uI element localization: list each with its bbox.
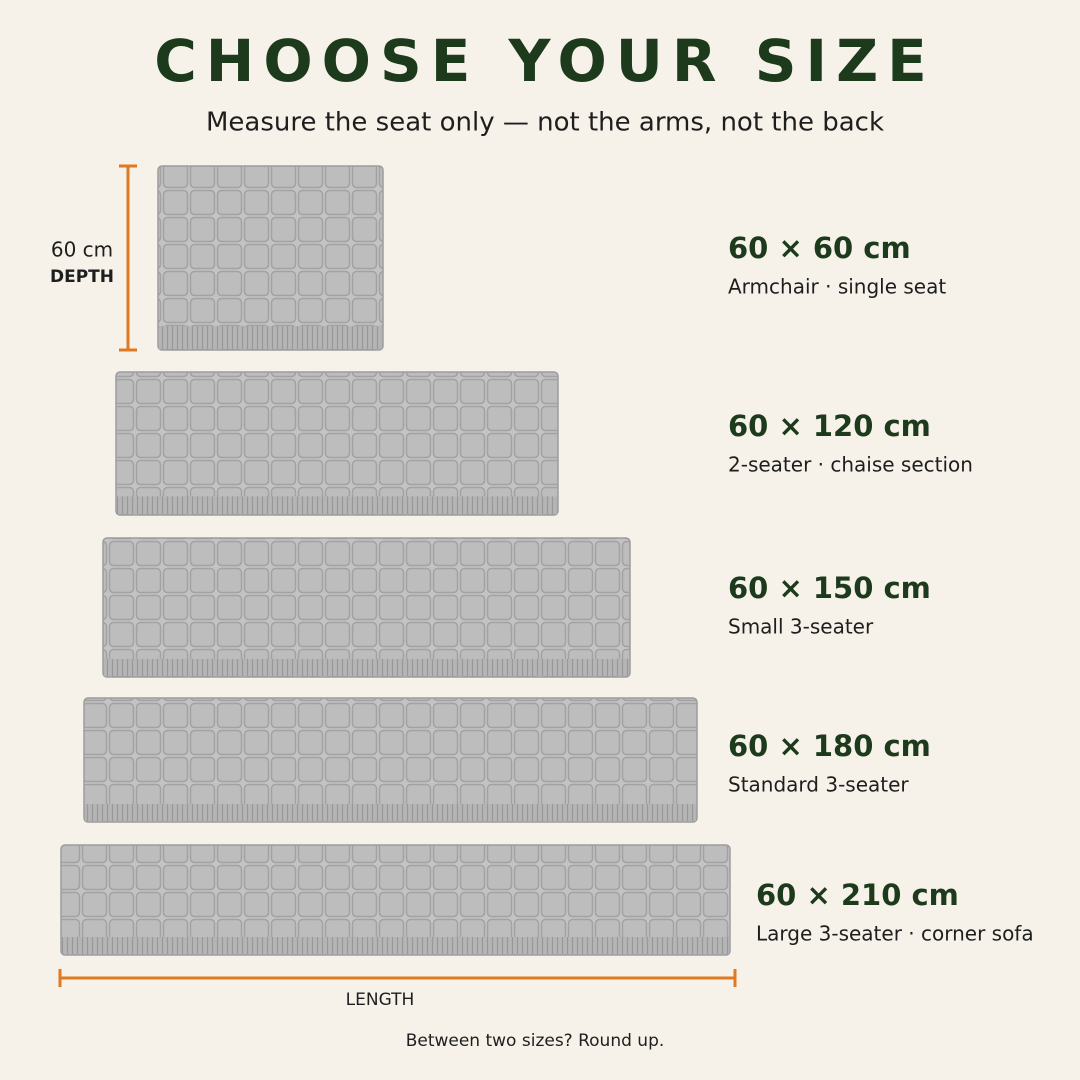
size-dimensions: 60 × 120 cm (728, 409, 931, 443)
cushion-body (60, 844, 731, 956)
size-description: Large 3-seater · corner sofa (756, 922, 1034, 946)
cushion (102, 537, 631, 678)
size-dimensions: 60 × 180 cm (728, 729, 931, 763)
cushion-body (115, 371, 559, 516)
size-dimensions: 60 × 150 cm (728, 571, 931, 605)
cushion (157, 165, 384, 351)
cushion-rib (117, 496, 557, 514)
size-dimensions: 60 × 60 cm (728, 231, 911, 265)
cushion-body (102, 537, 631, 678)
cushion-body (83, 697, 698, 823)
cushion-rib (85, 804, 696, 821)
cushions (60, 165, 731, 956)
size-description: Standard 3-seater (728, 773, 909, 797)
subtitle: Measure the seat only — not the arms, no… (206, 108, 884, 138)
size-description: Small 3-seater (728, 615, 874, 639)
length-label: LENGTH (346, 990, 415, 1010)
length-indicator (58, 969, 737, 987)
size-description: 2-seater · chaise section (728, 453, 973, 477)
cushion-rib (159, 326, 382, 349)
cushion (115, 371, 559, 516)
cushion-rib (104, 658, 629, 676)
cushion (60, 844, 731, 956)
size-dimensions: 60 × 210 cm (756, 878, 959, 912)
depth-value: 60 cm (51, 238, 113, 262)
cushion (83, 697, 698, 823)
size-description: Armchair · single seat (728, 275, 946, 299)
title: CHOOSE YOUR SIZE (154, 27, 936, 95)
depth-label: DEPTH (50, 267, 114, 287)
cushion-rib (62, 937, 729, 954)
footer: Between two sizes? Round up. (406, 1031, 665, 1051)
cushion-body (157, 165, 384, 351)
depth-indicator (119, 164, 137, 352)
